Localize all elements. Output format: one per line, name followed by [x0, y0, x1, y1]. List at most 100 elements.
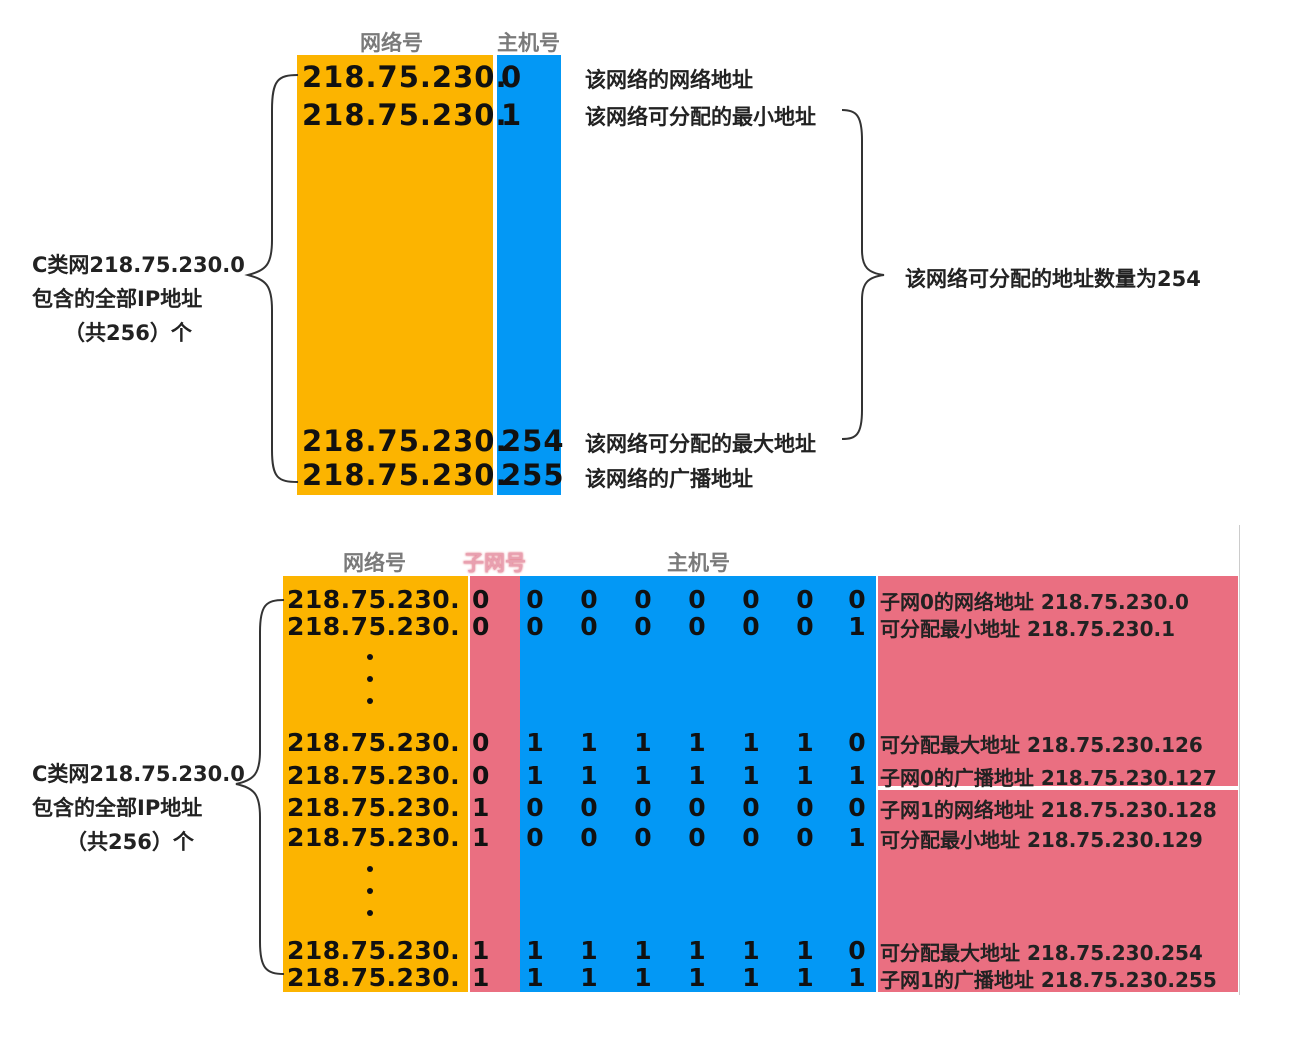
bottom-row-3-prefix: 218.75.230. — [287, 761, 461, 790]
bottom-row-5-label: 可分配最小地址 218.75.230.129 — [880, 828, 1203, 852]
bottom-row-7-bit-3: 1 — [688, 963, 706, 992]
bottom-row-6-bit-4: 1 — [742, 936, 760, 965]
top-header-host: 主机号 — [497, 31, 560, 55]
bottom-row-7-subnet: 1 — [472, 963, 490, 992]
bottom-row-1-bit-3: 0 — [688, 612, 706, 641]
top-count-label: 该网络可分配的地址数量为254 — [905, 267, 1201, 291]
bottom-header-network: 网络号 — [343, 551, 406, 575]
bottom-row-1-label: 可分配最小地址 218.75.230.1 — [880, 617, 1175, 641]
bottom-row-2-bit-2: 1 — [634, 728, 652, 757]
top-row-3-label: 该网络的广播地址 — [585, 467, 753, 491]
top-row-3-host: 255 — [501, 458, 565, 492]
bottom-row-2-bit-5: 1 — [796, 728, 814, 757]
bottom-side-line-0: C类网218.75.230.0 — [32, 762, 245, 786]
bottom-row-6-label: 可分配最大地址 218.75.230.254 — [880, 941, 1203, 965]
bottom-row-3-bit-3: 1 — [688, 761, 706, 790]
bottom-row-0-bit-3: 0 — [688, 585, 706, 614]
right-edge-line — [1239, 525, 1240, 995]
top-header-network: 网络号 — [360, 31, 423, 55]
bottom-row-5-bit-3: 0 — [688, 823, 706, 852]
top-right-brace — [841, 109, 885, 440]
bottom-row-3-bit-5: 1 — [796, 761, 814, 790]
bottom-row-4-bit-5: 0 — [796, 793, 814, 822]
ellipsis-dot — [367, 910, 373, 916]
top-side-line-0: C类网218.75.230.0 — [32, 253, 245, 277]
bottom-row-2-bit-0: 1 — [526, 728, 544, 757]
top-row-1-prefix: 218.75.230. — [302, 98, 508, 132]
top-row-0-label: 该网络的网络地址 — [585, 68, 753, 92]
bottom-row-0-label: 子网0的网络地址 218.75.230.0 — [880, 590, 1189, 614]
top-side-line-2: （共256）个 — [64, 321, 192, 345]
bottom-row-5-prefix: 218.75.230. — [287, 823, 461, 852]
bottom-row-0-bit-5: 0 — [796, 585, 814, 614]
bottom-row-0-bit-1: 0 — [580, 585, 598, 614]
bottom-row-1-bit-1: 0 — [580, 612, 598, 641]
bottom-row-7-bit-0: 1 — [526, 963, 544, 992]
bottom-row-4-bit-2: 0 — [634, 793, 652, 822]
top-host-block — [497, 55, 561, 495]
bottom-row-2-bit-1: 1 — [580, 728, 598, 757]
bottom-row-7-bit-5: 1 — [796, 963, 814, 992]
bottom-row-4-bit-3: 0 — [688, 793, 706, 822]
bottom-row-0-subnet: 0 — [472, 585, 490, 614]
top-network-block — [297, 55, 493, 495]
top-side-line-1: 包含的全部IP地址 — [32, 287, 203, 311]
bottom-row-7-prefix: 218.75.230. — [287, 963, 461, 992]
bottom-row-4-bit-4: 0 — [742, 793, 760, 822]
bottom-row-6-bit-6: 0 — [848, 936, 866, 965]
bottom-row-6-bit-3: 1 — [688, 936, 706, 965]
bottom-row-6-subnet: 1 — [472, 936, 490, 965]
top-row-3-prefix: 218.75.230. — [302, 458, 508, 492]
bottom-row-2-bit-3: 1 — [688, 728, 706, 757]
bottom-row-2-subnet: 0 — [472, 728, 490, 757]
bottom-label-area-upper — [878, 576, 1238, 786]
bottom-side-label: C类网218.75.230.0 包含的全部IP地址 （共256）个 — [32, 757, 245, 859]
bottom-row-0-bit-2: 0 — [634, 585, 652, 614]
bottom-row-5-subnet: 1 — [472, 823, 490, 852]
bottom-row-2-label: 可分配最大地址 218.75.230.126 — [880, 733, 1203, 757]
bottom-row-5-bit-4: 0 — [742, 823, 760, 852]
bottom-row-7-bit-6: 1 — [848, 963, 866, 992]
bottom-row-6-bit-0: 1 — [526, 936, 544, 965]
bottom-row-4-label: 子网1的网络地址 218.75.230.128 — [880, 798, 1217, 822]
bottom-row-6-bit-5: 1 — [796, 936, 814, 965]
bottom-row-3-bit-0: 1 — [526, 761, 544, 790]
bottom-row-4-bit-6: 0 — [848, 793, 866, 822]
bottom-row-0-bit-4: 0 — [742, 585, 760, 614]
top-row-2-host: 254 — [501, 424, 565, 458]
bottom-row-2-bit-4: 1 — [742, 728, 760, 757]
bottom-row-1-bit-4: 0 — [742, 612, 760, 641]
bottom-row-1-prefix: 218.75.230. — [287, 612, 461, 641]
bottom-left-brace — [235, 599, 285, 975]
ellipsis-dot — [367, 866, 373, 872]
bottom-header-subnet: 子网号 — [463, 551, 526, 575]
ellipsis-dot — [367, 888, 373, 894]
bottom-network-block — [283, 576, 468, 992]
bottom-row-5-bit-5: 0 — [796, 823, 814, 852]
bottom-row-4-bit-0: 0 — [526, 793, 544, 822]
top-row-2-label: 该网络可分配的最大地址 — [585, 432, 816, 456]
top-row-1-label: 该网络可分配的最小地址 — [585, 105, 816, 129]
bottom-row-2-bit-6: 0 — [848, 728, 866, 757]
bottom-row-4-bit-1: 0 — [580, 793, 598, 822]
bottom-row-7-label: 子网1的广播地址 218.75.230.255 — [880, 968, 1217, 992]
bottom-row-7-bit-4: 1 — [742, 963, 760, 992]
bottom-row-3-bit-4: 1 — [742, 761, 760, 790]
bottom-row-1-bit-5: 0 — [796, 612, 814, 641]
bottom-side-line-2: （共256）个 — [66, 830, 194, 854]
bottom-label-area-lower — [878, 790, 1238, 992]
bottom-row-5-bit-0: 0 — [526, 823, 544, 852]
bottom-row-6-prefix: 218.75.230. — [287, 936, 461, 965]
top-row-2-prefix: 218.75.230. — [302, 424, 508, 458]
bottom-row-7-bit-2: 1 — [634, 963, 652, 992]
top-left-brace — [244, 74, 299, 483]
bottom-row-5-bit-1: 0 — [580, 823, 598, 852]
ellipsis-dot — [367, 654, 373, 660]
top-row-1-host: 1 — [501, 98, 523, 132]
top-row-0-prefix: 218.75.230. — [302, 60, 508, 94]
bottom-row-4-prefix: 218.75.230. — [287, 793, 461, 822]
bottom-row-2-prefix: 218.75.230. — [287, 728, 461, 757]
bottom-row-1-bit-2: 0 — [634, 612, 652, 641]
bottom-row-1-bit-0: 0 — [526, 612, 544, 641]
bottom-row-3-bit-6: 1 — [848, 761, 866, 790]
